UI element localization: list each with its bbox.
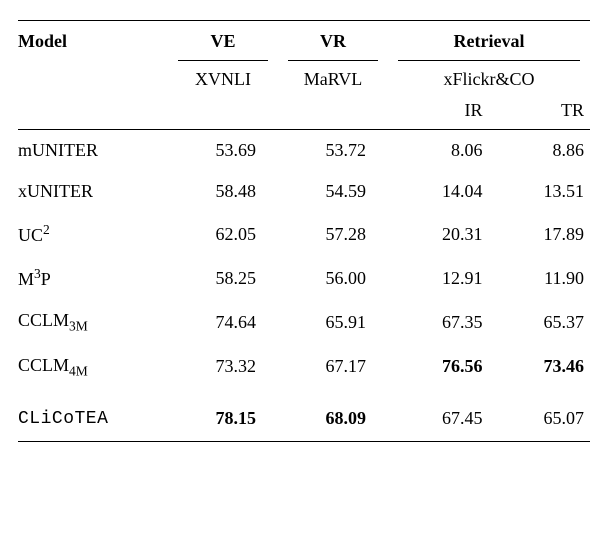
header-retrieval-label: Retrieval [454,31,525,51]
table-cell: 62.05 [168,212,278,256]
model-cell: CCLM4M [18,345,168,390]
header-ve: VE [168,21,278,59]
header-vr: VR [278,21,388,59]
model-cell: CLiCoTEA [18,389,168,442]
model-cell: UC2 [18,212,168,256]
header-xflickr: xFlickr&CO [388,61,590,96]
table-cell: 67.35 [388,300,501,345]
table-row: UC262.0557.2820.3117.89 [18,212,590,256]
header-retrieval: Retrieval [388,21,590,59]
table-cell: 17.89 [501,212,590,256]
table-cell: 13.51 [501,171,590,212]
table-row: M3P58.2556.0012.9111.90 [18,256,590,300]
table-cell: 14.04 [388,171,501,212]
table-row: xUNITER58.4854.5914.0413.51 [18,171,590,212]
header-vr-label: VR [320,31,346,51]
table-cell: 68.09 [278,389,388,442]
table-cell: 8.06 [388,130,501,172]
table-cell: 56.00 [278,256,388,300]
table-cell: 67.17 [278,345,388,390]
table-cell: 20.31 [388,212,501,256]
table-cell: 11.90 [501,256,590,300]
table-cell: 54.59 [278,171,388,212]
table-cell: 76.56 [388,345,501,390]
model-cell: xUNITER [18,171,168,212]
table-row: CLiCoTEA78.1568.0967.4565.07 [18,389,590,442]
table-row: CCLM4M73.3267.1776.5673.46 [18,345,590,390]
table-cell: 8.86 [501,130,590,172]
header-tr: TR [501,96,590,130]
table-cell: 12.91 [388,256,501,300]
table-cell: 65.07 [501,389,590,442]
header-row-1: Model VE VR Retrieval [18,21,590,59]
model-cell: mUNITER [18,130,168,172]
table-cell: 58.25 [168,256,278,300]
header-model: Model [18,21,168,59]
table-cell: 65.37 [501,300,590,345]
header-xvnli: XVNLI [168,61,278,96]
table-cell: 78.15 [168,389,278,442]
table-cell: 53.72 [278,130,388,172]
table-cell: 65.91 [278,300,388,345]
table-cell: 73.32 [168,345,278,390]
table-cell: 57.28 [278,212,388,256]
header-marvl: MaRVL [278,61,388,96]
header-row-3: IR TR [18,96,590,130]
table-cell: 73.46 [501,345,590,390]
model-cell: CCLM3M [18,300,168,345]
results-table: Model VE VR Retrieval XVNLI MaRVL xFlick… [18,20,590,442]
table-row: CCLM3M74.6465.9167.3565.37 [18,300,590,345]
table-cell: 58.48 [168,171,278,212]
table-row: mUNITER53.6953.728.068.86 [18,130,590,172]
table-body: mUNITER53.6953.728.068.86xUNITER58.4854.… [18,130,590,442]
model-cell: M3P [18,256,168,300]
table-cell: 67.45 [388,389,501,442]
header-row-2: XVNLI MaRVL xFlickr&CO [18,61,590,96]
header-ve-label: VE [210,31,235,51]
table-cell: 74.64 [168,300,278,345]
header-ir: IR [388,96,501,130]
table-cell: 53.69 [168,130,278,172]
